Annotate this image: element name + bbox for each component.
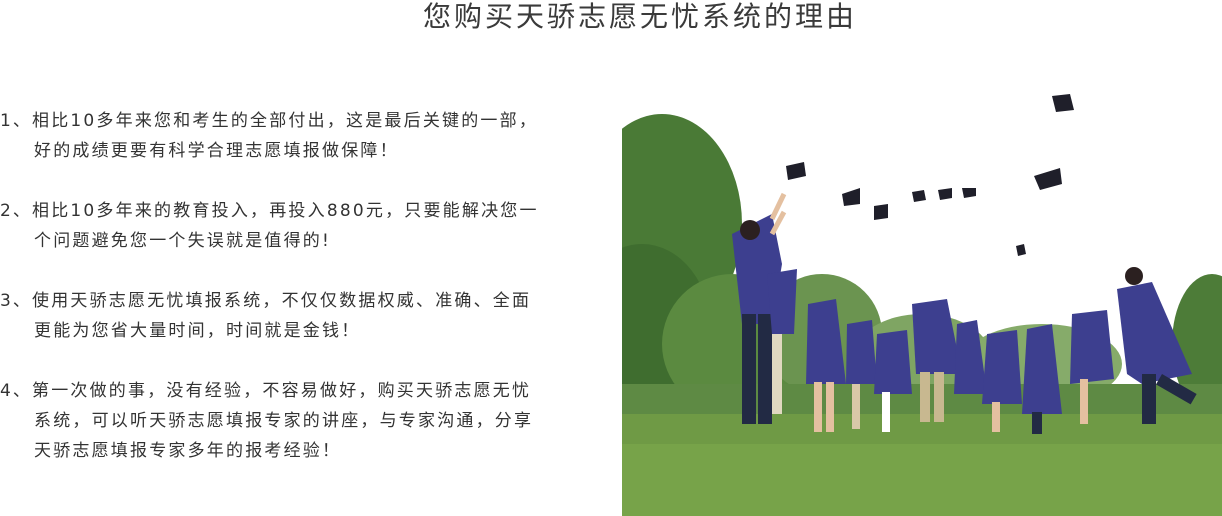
reason-text-line: 第一次做的事，没有经验，不容易做好，购买天骄志愿无忧	[32, 381, 532, 401]
reason-number: 3、	[0, 291, 32, 311]
reason-item-1: 1、 相比10多年来您和考生的全部付出，这是最后关键的一部， 好的成绩更要有科学…	[0, 106, 600, 166]
reason-text-line: 更能为您省大量时间，时间就是金钱！	[34, 321, 361, 341]
reason-number: 2、	[0, 201, 32, 221]
reason-item-3: 3、 使用天骄志愿无忧填报系统，不仅仅数据权威、准确、全面 更能为您省大量时间，…	[0, 286, 600, 346]
reason-text-line: 系统，可以听天骄志愿填报专家的讲座，与专家沟通，分享	[34, 411, 534, 431]
reason-text-line: 相比10多年来您和考生的全部付出，这是最后关键的一部，	[32, 111, 539, 131]
reason-text-line: 天骄志愿填报专家多年的报考经验！	[34, 441, 342, 461]
reason-number: 4、	[0, 381, 32, 401]
reason-text-line: 使用天骄志愿无忧填报系统，不仅仅数据权威、准确、全面	[32, 291, 532, 311]
reason-item-2: 2、 相比10多年来的教育投入，再投入880元，只要能解决您一 个问题避免您一个…	[0, 196, 600, 256]
graduation-photo	[622, 84, 1222, 516]
reason-text-line: 相比10多年来的教育投入，再投入880元，只要能解决您一	[32, 201, 539, 221]
reason-text-line: 好的成绩更要有科学合理志愿填报做保障！	[34, 141, 399, 161]
reason-number: 1、	[0, 111, 32, 131]
reason-item-4: 4、 第一次做的事，没有经验，不容易做好，购买天骄志愿无忧 系统，可以听天骄志愿…	[0, 376, 600, 466]
page-title: 您购买天骄志愿无忧系统的理由	[422, 0, 857, 33]
reason-text-line: 个问题避免您一个失误就是值得的!	[34, 231, 332, 251]
graduation-photo-illustration	[622, 84, 1222, 516]
graduates	[732, 192, 1197, 434]
reasons-list: 1、 相比10多年来您和考生的全部付出，这是最后关键的一部， 好的成绩更要有科学…	[0, 106, 600, 496]
flying-caps	[786, 94, 1074, 256]
